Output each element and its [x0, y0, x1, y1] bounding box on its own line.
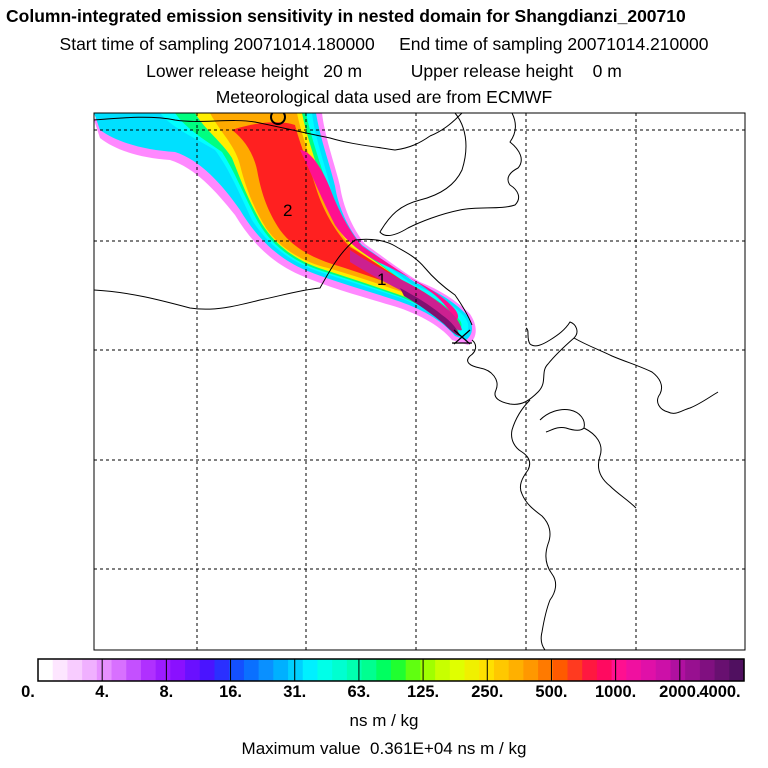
map-background: [94, 113, 745, 650]
colorbar-swatch: [493, 659, 510, 681]
map-title: Column-integrated emission sensitivity i…: [6, 6, 686, 26]
colorbar-swatch: [96, 659, 113, 681]
colorbar-swatch: [611, 659, 627, 681]
colorbar-tick-label: 8.: [159, 683, 174, 701]
emission-sensitivity-plume: [94, 113, 476, 345]
colorbar-swatch: [508, 659, 524, 681]
colorbar-swatch: [126, 659, 142, 681]
end-time-label: End time of sampling 20071014.210000: [399, 34, 709, 54]
colorbar-swatch: [199, 659, 216, 681]
coastline-north: [94, 116, 431, 151]
colorbar-swatch: [52, 659, 69, 681]
colorbar-swatch: [170, 659, 186, 681]
colorbar-swatch: [582, 659, 598, 681]
colorbar-swatch: [552, 659, 569, 681]
coastline-east: [511, 399, 557, 650]
colorbar-swatch: [714, 659, 730, 681]
colorbar-tick-label: 1000.: [594, 683, 637, 701]
colorbar-tick-label: 4.: [95, 683, 110, 701]
colorbar-swatch: [626, 659, 642, 681]
plume-band: [232, 122, 451, 320]
release-site-marker: [452, 329, 472, 345]
colorbar-swatch: [729, 659, 745, 681]
colorbar-swatch: [523, 659, 539, 681]
colorbar-swatch: [258, 659, 274, 681]
colorbar-swatch: [670, 659, 686, 681]
trajectory-circle-marker: [270, 113, 286, 125]
colorbar-swatch: [243, 659, 260, 681]
release-site-cross: [453, 329, 471, 345]
coastlines: [94, 113, 719, 650]
colorbar-swatch: [538, 659, 554, 681]
sampling-times: Start time of sampling 20071014.180000 E…: [0, 34, 768, 54]
colorbar-tick-label: 0.: [21, 683, 35, 701]
colorbar-swatch: [155, 659, 171, 681]
colorbar-units: ns m / kg: [349, 711, 419, 730]
colorbar-swatch: [641, 659, 657, 681]
coastline-peninsula: [573, 337, 719, 414]
colorbar-swatch: [332, 659, 348, 681]
met-data-label: Meteorological data used are from ECMWF: [215, 87, 553, 107]
colorbar-swatch: [214, 659, 230, 681]
colorbar: [37, 658, 745, 682]
trajectory-label-2: 2: [283, 201, 292, 220]
colorbar-swatch: [391, 659, 407, 681]
colorbar-swatch: [655, 659, 672, 681]
colorbar-swatch: [67, 659, 83, 681]
colorbar-tick-label: 500.: [535, 683, 568, 701]
graticule: [94, 113, 745, 650]
colorbar-tick-label: 63.: [347, 683, 371, 701]
colorbar-swatch: [685, 659, 701, 681]
lower-release-height-label: Lower release height 20 m: [146, 61, 363, 81]
release-heights: Lower release height 20 m Upper release …: [0, 61, 768, 81]
colorbar-swatch: [111, 659, 127, 681]
colorbar-swatch: [288, 659, 304, 681]
coastline-northeast: [379, 113, 522, 236]
colorbar-tick-label: 4000.: [699, 683, 741, 701]
maximum-value-label: Maximum value 0.361E+04 ns m / kg: [241, 739, 527, 758]
colorbar-swatch: [435, 659, 451, 681]
colorbar-swatch: [82, 659, 98, 681]
colorbar-swatch: [346, 659, 363, 681]
colorbar-tick-label: 31.: [283, 683, 307, 701]
colorbar-swatch: [596, 659, 613, 681]
colorbar-tick-label: 16.: [219, 683, 242, 701]
colorbar-swatch: [317, 659, 333, 681]
colorbar-swatch: [361, 659, 377, 681]
colorbar-frame: [37, 658, 745, 682]
colorbar-swatch: [699, 659, 716, 681]
colorbar-swatch: [420, 659, 436, 681]
coastline-strait: [583, 427, 637, 509]
colorbar-swatch: [376, 659, 392, 681]
coastline-bay: [467, 321, 578, 405]
colorbar-swatch: [273, 659, 289, 681]
trajectory-label-1: 1: [377, 270, 386, 289]
colorbar-swatch: [567, 659, 583, 681]
colorbar-swatch: [302, 659, 319, 681]
colorbar-swatch: [140, 659, 157, 681]
start-time-label: Start time of sampling 20071014.180000: [59, 34, 375, 54]
map-frame: [93, 112, 746, 651]
coastline-middle: [94, 238, 473, 326]
colorbar-swatch: [464, 659, 480, 681]
colorbar-tick-label: 2000.: [659, 683, 701, 701]
plume-band: [400, 288, 460, 336]
colorbar-swatch: [405, 659, 422, 681]
colorbar-swatch: [38, 659, 54, 681]
colorbar-swatch: [449, 659, 466, 681]
upper-release-height-label: Upper release height 0 m: [410, 61, 622, 81]
colorbar-swatch: [185, 659, 201, 681]
colorbar-tick-label: 250.: [471, 683, 504, 701]
colorbar-swatch: [229, 659, 245, 681]
colorbar-tick-label: 125.: [407, 683, 440, 701]
plume-band: [300, 150, 459, 320]
